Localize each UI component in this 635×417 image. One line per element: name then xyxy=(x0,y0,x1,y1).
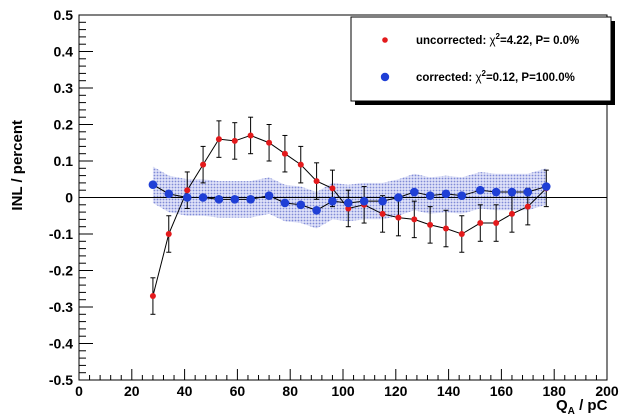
legend-uncorrected-chi: χ xyxy=(490,35,496,47)
x-tick-label: 80 xyxy=(282,383,298,399)
y-tick-label: 0.2 xyxy=(54,117,74,133)
x-tick-label: 200 xyxy=(595,383,619,399)
y-tick-label: 0.3 xyxy=(54,80,74,96)
x-tick-label: 40 xyxy=(177,383,193,399)
legend-marker-uncorrected xyxy=(382,37,388,43)
corrected-point xyxy=(246,195,255,204)
legend-corrected-suffix: =0.12, P=100.0% xyxy=(486,72,575,84)
corrected-point xyxy=(296,200,306,210)
corrected-point xyxy=(425,191,435,200)
y-tick-label: -0.3 xyxy=(49,299,73,315)
x-tick-label: 120 xyxy=(384,383,408,399)
y-tick-label: -0.1 xyxy=(49,226,73,242)
corrected-series-layer xyxy=(148,180,551,215)
x-tick-label: 180 xyxy=(543,383,567,399)
x-tick-label: 140 xyxy=(437,383,461,399)
corrected-point xyxy=(359,196,369,206)
corrected-point xyxy=(182,193,192,202)
legend-label-corrected: corrected: χ2=0.12, P=100.0% xyxy=(416,69,575,84)
uncorrected-point xyxy=(379,210,386,217)
uncorrected-point xyxy=(458,231,465,237)
corrected-point xyxy=(541,182,551,191)
uncorrected-point xyxy=(247,132,254,139)
corrected-point xyxy=(507,187,517,197)
corrected-point xyxy=(230,195,240,204)
corrected-point xyxy=(394,193,403,202)
y-tick-label: 0 xyxy=(65,190,73,206)
corrected-point xyxy=(148,180,158,190)
y-tick-label: 0.1 xyxy=(54,153,74,169)
uncorrected-point xyxy=(493,220,500,227)
x-tick-label: 60 xyxy=(230,383,246,399)
corrected-point xyxy=(409,187,419,197)
corrected-point xyxy=(523,187,533,197)
y-axis-title: INL / percent xyxy=(9,120,26,211)
x-axis-title-subscript: A xyxy=(568,406,575,417)
corrected-point xyxy=(280,198,290,208)
corrected-point xyxy=(264,191,274,200)
uncorrected-point xyxy=(329,185,336,192)
corrected-point xyxy=(457,191,467,200)
uncorrected-point xyxy=(297,161,304,168)
uncorrected-point xyxy=(149,293,156,300)
uncorrected-point xyxy=(395,214,402,221)
axes-layer: 0 20 40 60 80 100 120 140 160 180 200-0.5-0.4-0.3-… xyxy=(49,7,619,399)
y-tick-label: 0.5 xyxy=(54,7,74,23)
legend: uncorrected: χ2=4.22, P= 0.0% corrected:… xyxy=(350,16,615,105)
corrected-point xyxy=(378,196,387,206)
x-axis-title: QA / pC xyxy=(556,397,608,417)
uncorrected-point xyxy=(215,136,222,143)
legend-uncorrected-prefix: uncorrected: xyxy=(416,35,490,47)
uncorrected-point xyxy=(524,203,531,210)
uncorrected-point xyxy=(200,161,207,168)
corrected-point xyxy=(198,193,208,202)
uncorrected-point xyxy=(477,220,484,227)
uncorrected-point xyxy=(411,216,418,223)
legend-corrected-sup: 2 xyxy=(481,69,486,78)
corrected-point xyxy=(343,198,353,208)
y-tick-label: -0.4 xyxy=(49,336,73,352)
legend-uncorrected-suffix: =4.22, P= 0.0% xyxy=(500,35,579,47)
legend-box xyxy=(350,16,612,102)
legend-uncorrected-sup: 2 xyxy=(496,32,501,41)
corrected-point xyxy=(441,189,451,199)
corrected-point xyxy=(491,187,501,197)
x-axis-title-main: Q xyxy=(556,397,568,414)
corrected-point xyxy=(328,196,337,206)
corrected-point xyxy=(164,189,174,199)
uncorrected-point xyxy=(266,139,273,146)
legend-corrected-chi: χ xyxy=(475,72,481,84)
corrected-point xyxy=(312,205,321,215)
corrected-point xyxy=(214,195,224,204)
legend-label-uncorrected: uncorrected: χ2=4.22, P= 0.0% xyxy=(416,32,579,47)
y-tick-label: -0.2 xyxy=(49,263,73,279)
x-tick-label: 0 xyxy=(75,383,83,399)
x-tick-label: 160 xyxy=(490,383,514,399)
x-tick-label: 100 xyxy=(331,383,355,399)
uncorrected-point xyxy=(281,150,288,157)
uncorrected-point xyxy=(184,187,191,194)
x-tick-label: 20 xyxy=(124,383,140,399)
uncorrected-point xyxy=(313,178,320,185)
legend-corrected-prefix: corrected: xyxy=(416,72,475,84)
legend-marker-corrected xyxy=(380,72,390,82)
y-tick-label: -0.5 xyxy=(49,372,73,388)
y-tick-label: 0.4 xyxy=(54,44,74,60)
uncorrected-point xyxy=(508,210,515,217)
uncorrected-point xyxy=(427,221,434,228)
x-axis-title-rest: / pC xyxy=(575,397,608,414)
uncorrected-point xyxy=(165,231,172,237)
uncorrected-point xyxy=(231,137,238,144)
uncorrected-point xyxy=(442,225,449,232)
corrected-point xyxy=(475,185,485,195)
